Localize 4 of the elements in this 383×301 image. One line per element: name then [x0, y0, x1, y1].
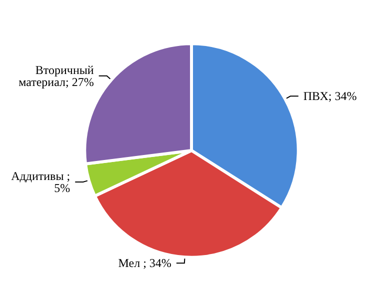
slice-label: Аддитивы ; 5%	[11, 168, 70, 195]
slice-label: Вторичный материал; 27%	[18, 62, 94, 89]
slice-label: ПВХ; 34%	[303, 89, 357, 104]
slice-label: Мел ; 34%	[118, 256, 172, 270]
